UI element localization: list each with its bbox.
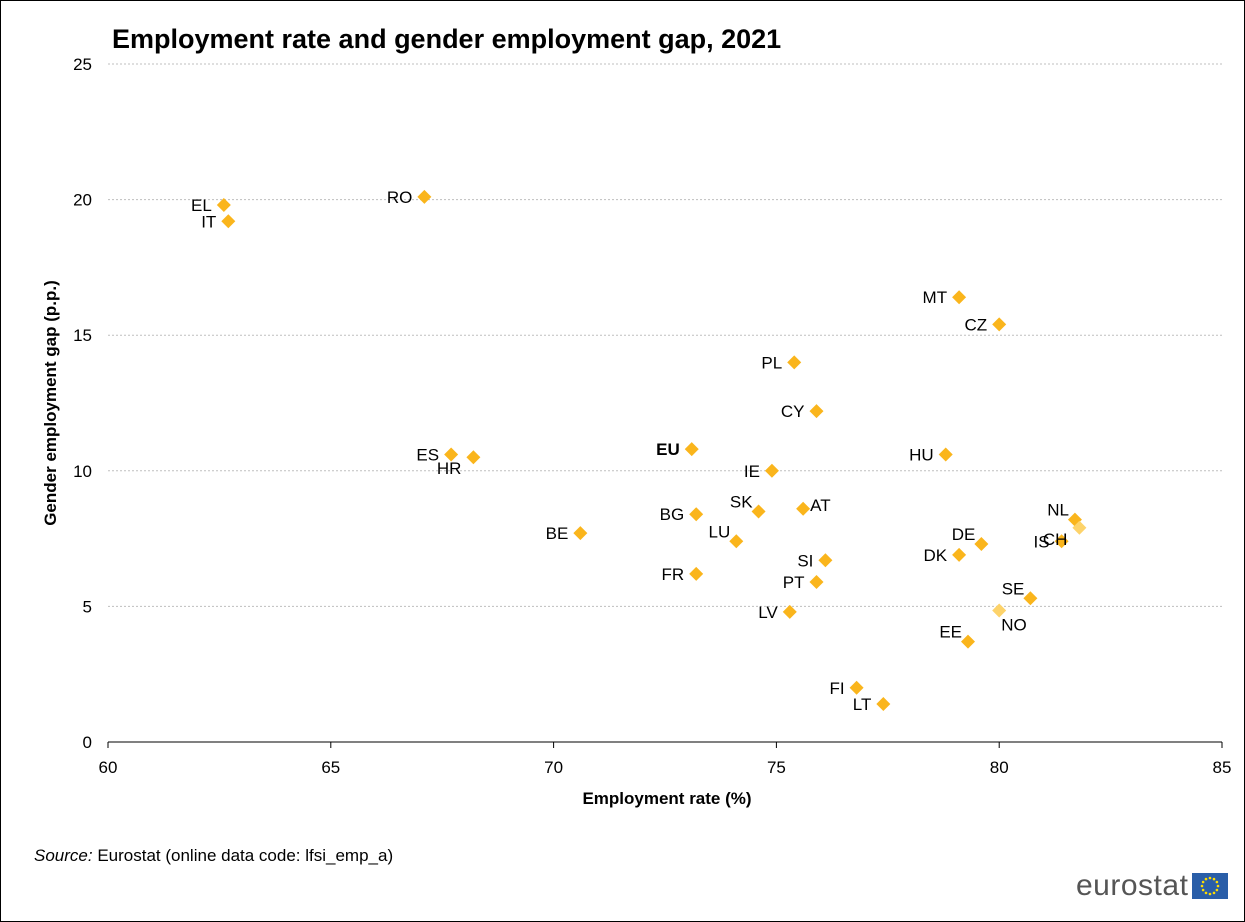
x-tick-label: 80 xyxy=(990,758,1009,777)
point-label-mt: MT xyxy=(923,288,948,307)
point-label-el: EL xyxy=(191,196,212,215)
point-label-it: IT xyxy=(201,212,216,231)
point-label-lv: LV xyxy=(758,603,778,622)
point-marker-cz xyxy=(992,317,1007,332)
x-tick-label: 70 xyxy=(544,758,563,777)
point-label-sk: SK xyxy=(730,492,753,511)
point-marker-is xyxy=(1054,534,1069,549)
point-marker-si xyxy=(818,553,833,568)
point-marker-ie xyxy=(764,463,779,478)
point-label-dk: DK xyxy=(923,546,947,565)
point-marker-lt xyxy=(876,697,891,712)
y-tick-label: 5 xyxy=(83,597,92,616)
point-marker-es xyxy=(444,447,459,462)
chart-title: Employment rate and gender employment ga… xyxy=(112,24,782,54)
tick-labels: 60 65 70 75 80 85 0 5 10 15 20 25 xyxy=(73,55,1231,777)
data-points xyxy=(216,189,1087,712)
point-label-is: IS xyxy=(1034,532,1050,551)
point-marker-se xyxy=(1023,591,1038,606)
logo-text: eurostat xyxy=(1076,869,1189,902)
point-label-hr: HR xyxy=(437,459,462,478)
point-marker-lu xyxy=(729,534,744,549)
point-marker-pl xyxy=(787,355,802,370)
point-marker-hu xyxy=(938,447,953,462)
point-marker-eu xyxy=(684,442,699,457)
point-marker-pt xyxy=(809,574,824,589)
point-label-eu: EU xyxy=(656,440,680,459)
point-marker-ee xyxy=(961,634,976,649)
x-tick-label: 60 xyxy=(99,758,118,777)
y-tick-label: 15 xyxy=(73,326,92,345)
point-label-cz: CZ xyxy=(965,315,988,334)
grid-lines xyxy=(108,63,1222,607)
point-marker-no xyxy=(992,603,1007,618)
point-marker-el xyxy=(216,198,231,213)
point-label-nl: NL xyxy=(1047,501,1069,520)
point-marker-bg xyxy=(689,507,704,522)
point-label-lt: LT xyxy=(853,695,872,714)
point-label-ch: CH xyxy=(1043,530,1068,549)
point-marker-fr xyxy=(689,566,704,581)
x-tick-label: 65 xyxy=(321,758,340,777)
point-label-pl: PL xyxy=(761,353,782,372)
point-marker-de xyxy=(974,537,989,552)
y-tick-label: 25 xyxy=(73,55,92,74)
point-marker-ch xyxy=(1072,520,1087,535)
point-label-bg: BG xyxy=(660,505,685,524)
point-marker-mt xyxy=(952,290,967,305)
point-label-se: SE xyxy=(1002,579,1025,598)
x-tick-label: 85 xyxy=(1213,758,1232,777)
point-label-hu: HU xyxy=(909,446,934,465)
point-marker-hr xyxy=(466,450,481,465)
point-label-fi: FI xyxy=(829,679,844,698)
point-marker-dk xyxy=(952,547,967,562)
point-marker-fi xyxy=(849,680,864,695)
point-label-be: BE xyxy=(546,524,569,543)
y-tick-label: 10 xyxy=(73,462,92,481)
point-marker-sk xyxy=(751,504,766,519)
point-marker-be xyxy=(573,526,588,541)
eu-flag-icon xyxy=(1192,873,1229,899)
point-label-ro: RO xyxy=(387,188,413,207)
axes xyxy=(107,741,1223,748)
x-axis-title: Employment rate (%) xyxy=(582,789,751,808)
point-label-de: DE xyxy=(952,525,976,544)
source-text: Eurostat (online data code: lfsi_emp_a) xyxy=(97,846,394,865)
point-marker-ro xyxy=(417,189,432,204)
point-label-ie: IE xyxy=(744,462,760,481)
source-label: Source: xyxy=(34,846,93,865)
point-label-at: AT xyxy=(810,496,830,515)
point-marker-lv xyxy=(782,604,797,619)
point-label-es: ES xyxy=(416,446,439,465)
point-marker-at xyxy=(796,501,811,516)
point-label-lu: LU xyxy=(709,522,731,541)
point-label-cy: CY xyxy=(781,402,805,421)
point-label-no: NO xyxy=(1001,615,1026,634)
point-label-ee: EE xyxy=(939,623,962,642)
eurostat-logo: eurostat xyxy=(1076,868,1229,904)
point-label-fr: FR xyxy=(662,565,685,584)
y-tick-label: 0 xyxy=(83,733,92,752)
point-label-pt: PT xyxy=(783,573,805,592)
y-axis-title: Gender employment gap (p.p.) xyxy=(41,280,60,526)
x-tick-label: 75 xyxy=(767,758,786,777)
source-note: Source: Eurostat (online data code: lfsi… xyxy=(34,846,393,866)
point-marker-cy xyxy=(809,404,824,419)
point-label-si: SI xyxy=(797,551,813,570)
y-tick-label: 20 xyxy=(73,191,92,210)
point-marker-it xyxy=(221,214,236,229)
